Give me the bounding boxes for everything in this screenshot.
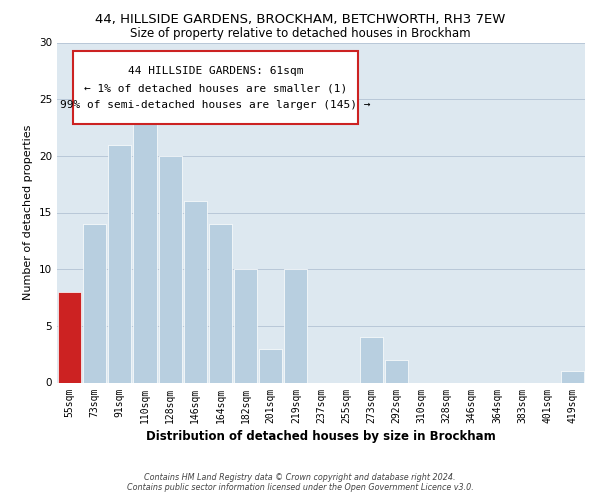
- Bar: [561, 371, 584, 382]
- Bar: [259, 348, 282, 382]
- Bar: [284, 269, 307, 382]
- Text: 44, HILLSIDE GARDENS, BROCKHAM, BETCHWORTH, RH3 7EW: 44, HILLSIDE GARDENS, BROCKHAM, BETCHWOR…: [95, 12, 505, 26]
- Bar: [58, 292, 81, 382]
- Text: Size of property relative to detached houses in Brockham: Size of property relative to detached ho…: [130, 28, 470, 40]
- Bar: [184, 201, 207, 382]
- FancyBboxPatch shape: [73, 51, 358, 124]
- Bar: [108, 144, 131, 382]
- Bar: [209, 224, 232, 382]
- Bar: [234, 269, 257, 382]
- Text: ← 1% of detached houses are smaller (1): ← 1% of detached houses are smaller (1): [84, 84, 347, 94]
- Text: 44 HILLSIDE GARDENS: 61sqm: 44 HILLSIDE GARDENS: 61sqm: [128, 66, 303, 76]
- Y-axis label: Number of detached properties: Number of detached properties: [23, 125, 34, 300]
- Bar: [83, 224, 106, 382]
- Text: 99% of semi-detached houses are larger (145) →: 99% of semi-detached houses are larger (…: [60, 100, 371, 110]
- Text: Contains HM Land Registry data © Crown copyright and database right 2024.
Contai: Contains HM Land Registry data © Crown c…: [127, 473, 473, 492]
- Bar: [133, 110, 157, 382]
- Bar: [360, 337, 383, 382]
- X-axis label: Distribution of detached houses by size in Brockham: Distribution of detached houses by size …: [146, 430, 496, 442]
- Bar: [158, 156, 182, 382]
- Bar: [385, 360, 408, 382]
